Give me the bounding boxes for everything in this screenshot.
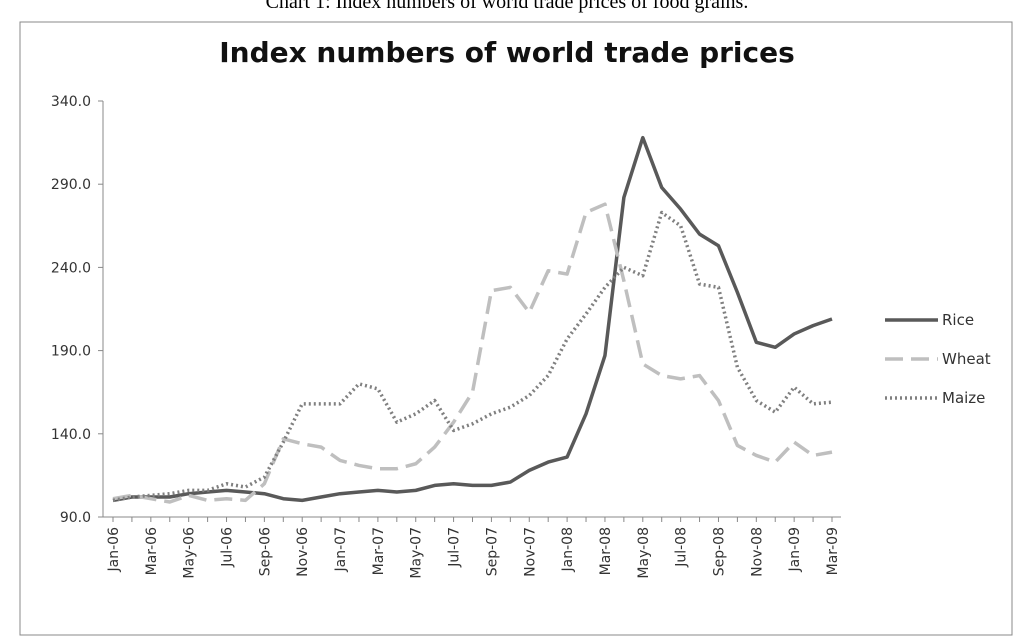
line-series bbox=[112, 135, 833, 503]
legend-label: Wheat bbox=[942, 350, 991, 368]
legend-label: Maize bbox=[942, 389, 985, 407]
x-tick-label: Jan-08 bbox=[560, 527, 576, 572]
y-tick-label: 140.0 bbox=[51, 427, 91, 443]
chart-frame bbox=[19, 21, 1013, 636]
caption: Chart 1: Index numbers of world trade pr… bbox=[266, 0, 749, 13]
x-tick-label: Mar-06 bbox=[144, 527, 160, 575]
chart-title: Index numbers of world trade prices bbox=[219, 36, 795, 69]
x-tick-label: May-06 bbox=[182, 527, 198, 579]
x-tick-label: Sep-08 bbox=[711, 527, 727, 576]
x-tick-label: Jan-06 bbox=[106, 527, 122, 573]
x-tick-label: Nov-08 bbox=[749, 527, 765, 577]
y-tick-label: 290.0 bbox=[51, 177, 91, 193]
y-tick-label: 240.0 bbox=[51, 260, 91, 276]
y-tick-label: 90.0 bbox=[60, 510, 91, 526]
x-tick-label: Jul-07 bbox=[447, 527, 463, 568]
line-series bbox=[112, 202, 833, 504]
x-tick-label: Nov-07 bbox=[522, 527, 538, 577]
x-tick-label: Jan-07 bbox=[333, 527, 349, 572]
x-tick-label: May-08 bbox=[636, 527, 652, 579]
x-tick-label: Jul-08 bbox=[674, 527, 690, 568]
legend-label: Rice bbox=[942, 311, 974, 329]
x-tick-label: Jul-06 bbox=[220, 527, 236, 568]
x-tick-label: Mar-09 bbox=[825, 527, 841, 575]
x-tick-label: Sep-07 bbox=[484, 527, 500, 576]
x-tick-label: Nov-06 bbox=[295, 527, 311, 577]
y-tick-label: 340.0 bbox=[51, 94, 91, 110]
x-tick-label: Mar-07 bbox=[371, 527, 387, 575]
line-series bbox=[112, 210, 833, 503]
x-tick-label: Jan-09 bbox=[787, 527, 803, 572]
x-tick-label: May-07 bbox=[409, 527, 425, 579]
x-tick-label: Mar-08 bbox=[598, 527, 614, 575]
x-tick-label: Sep-06 bbox=[257, 527, 273, 576]
y-tick-label: 190.0 bbox=[51, 344, 91, 360]
